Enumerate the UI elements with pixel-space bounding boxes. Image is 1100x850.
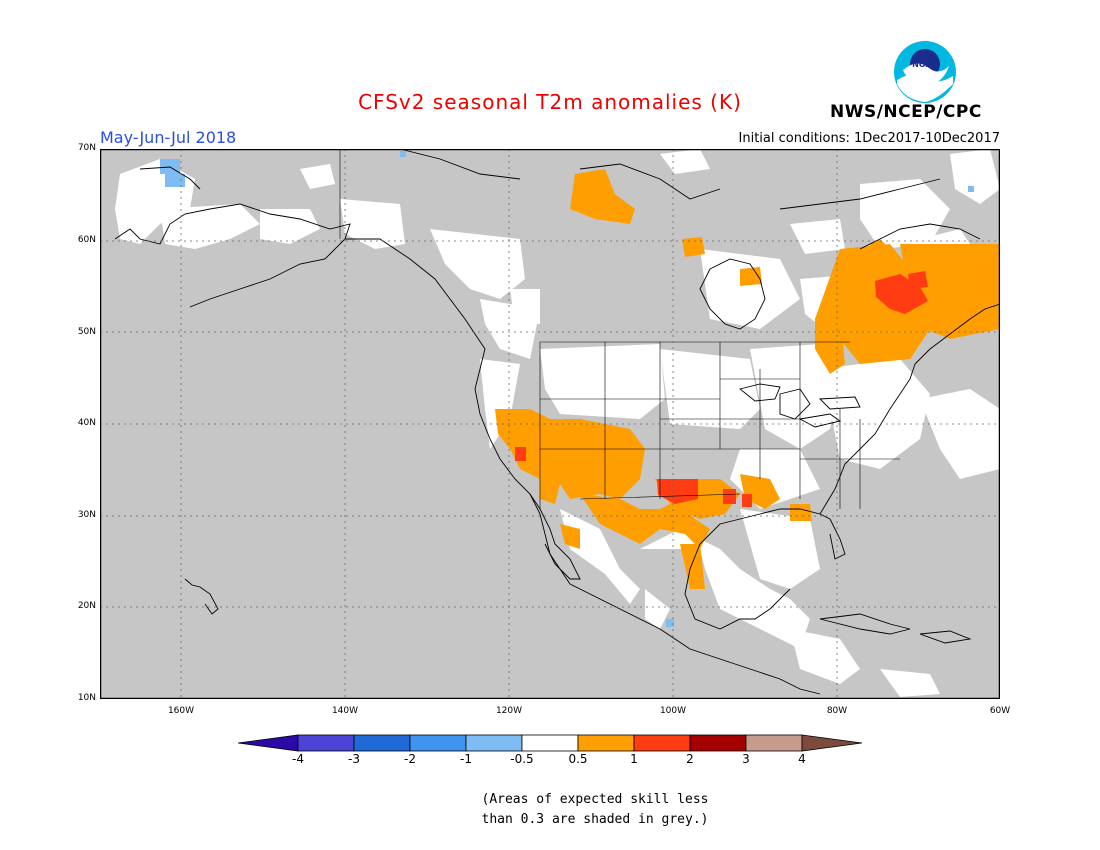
political-borders <box>339 149 900 509</box>
anomaly-map <box>100 149 1000 699</box>
lon-label-80w: 80W <box>826 706 848 716</box>
colorbar-upper-arrow <box>801 734 862 752</box>
colorbar-label: 3 <box>742 752 750 766</box>
colorbar-cell <box>689 734 747 752</box>
lat-label-60n: 60N <box>77 235 96 245</box>
season-label: May-Jun-Jul 2018 <box>100 128 237 147</box>
skill-note-line2: than 0.3 are shaded in grey.) <box>481 812 709 827</box>
skill-note: (Areas of expected skill less than 0.3 a… <box>400 790 790 830</box>
lat-label-10n: 10N <box>77 693 96 703</box>
colorbar-label: -1 <box>460 752 472 766</box>
graticule <box>100 149 1000 699</box>
noaa-logo-text: NOAA <box>912 60 938 69</box>
colorbar-label: 0.5 <box>568 752 588 766</box>
colorbar-label: -3 <box>348 752 360 766</box>
warm-anomaly-0.5-1 <box>495 169 1000 589</box>
neutral-regions <box>115 149 1000 697</box>
warm-anomaly-1-2 <box>515 271 928 507</box>
colorbar-label: -4 <box>292 752 304 766</box>
map-frame <box>100 149 1000 699</box>
lat-label-50n: 50N <box>77 327 96 337</box>
lon-label-160w: 160W <box>167 706 195 716</box>
colorbar-label: -2 <box>404 752 416 766</box>
colorbar-cell <box>409 734 467 752</box>
colorbar-cell <box>465 734 523 752</box>
colorbar-cell <box>297 734 355 752</box>
lon-label-60w: 60W <box>989 706 1011 716</box>
colorbar-label: 4 <box>798 752 806 766</box>
skill-note-line1: (Areas of expected skill less <box>481 792 709 807</box>
initial-conditions-label: Initial conditions: 1Dec2017-10Dec2017 <box>738 131 1000 146</box>
coastlines <box>114 149 1000 695</box>
lat-label-30n: 30N <box>77 510 96 520</box>
colorbar-label: 2 <box>686 752 694 766</box>
colorbar-cell <box>521 734 579 752</box>
colorbar-cell <box>577 734 635 752</box>
lon-label-100w: 100W <box>659 706 687 716</box>
colorbar-cell <box>633 734 691 752</box>
lat-label-20n: 20N <box>77 601 96 611</box>
noaa-logo-icon: NOAA <box>893 40 957 104</box>
colorbar <box>238 734 862 752</box>
colorbar-label: 1 <box>630 752 638 766</box>
colorbar-label: -0.5 <box>510 752 534 766</box>
colorbar-cell <box>745 734 803 752</box>
colorbar-cell <box>353 734 411 752</box>
map-title: CFSv2 seasonal T2m anomalies (K) <box>358 90 742 114</box>
lon-label-140w: 140W <box>331 706 359 716</box>
agency-label: NWS/NCEP/CPC <box>830 102 982 122</box>
lat-label-40n: 40N <box>77 418 96 428</box>
cool-anomaly-minus-0.5 <box>160 151 974 627</box>
lon-label-120w: 120W <box>495 706 523 716</box>
lat-label-70n: 70N <box>77 143 96 153</box>
colorbar-lower-arrow <box>238 734 299 752</box>
